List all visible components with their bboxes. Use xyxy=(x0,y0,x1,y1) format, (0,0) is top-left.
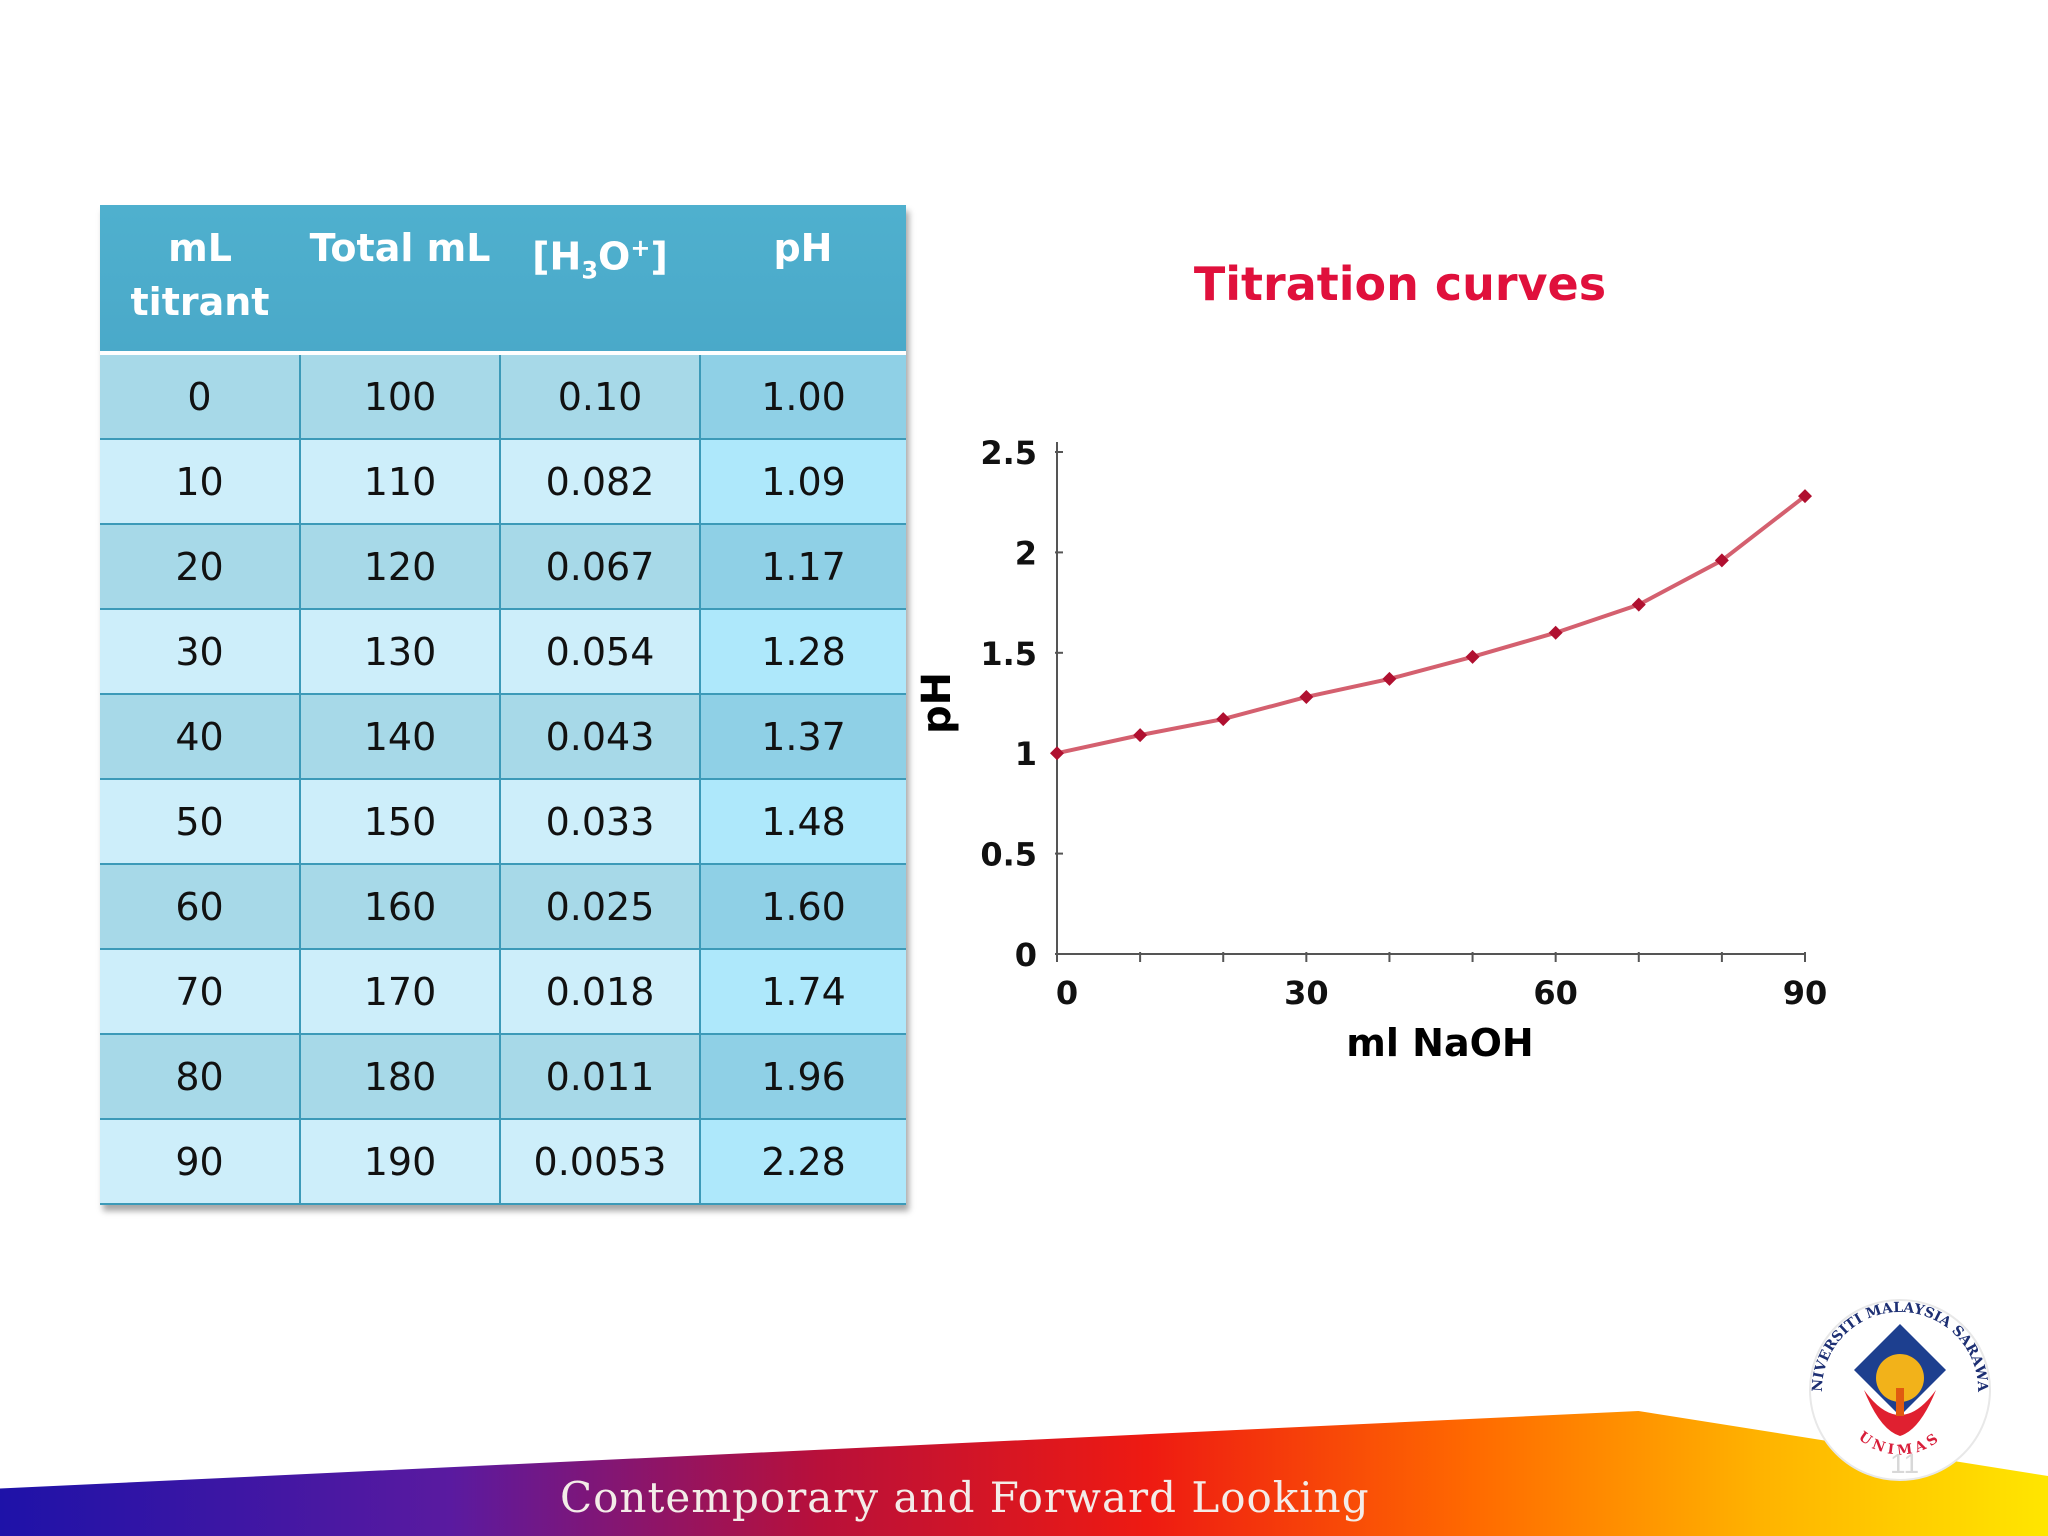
data-point xyxy=(1299,689,1314,704)
header-total-ml: Total mL xyxy=(300,205,500,355)
cell-ph: 1.96 xyxy=(700,1034,906,1120)
cell-total-ml: 120 xyxy=(300,524,501,610)
x-axis-label: ml NaOH xyxy=(1346,1021,1533,1065)
data-point xyxy=(1050,746,1064,761)
x-tick-label: 60 xyxy=(1533,974,1578,1012)
cell-total-ml: 100 xyxy=(300,353,501,440)
header-ph: pH xyxy=(700,205,906,355)
table-row: 20 120 0.067 1.17 xyxy=(100,524,906,610)
cell-h3o-concentration: 0.018 xyxy=(500,949,701,1035)
cell-ph: 1.74 xyxy=(700,949,906,1035)
data-point xyxy=(1798,489,1812,504)
cell-total-ml: 130 xyxy=(300,609,501,695)
cell-ph: 1.37 xyxy=(700,694,906,780)
y-axis-label: pH xyxy=(914,672,960,734)
table-row: 70 170 0.018 1.74 xyxy=(100,949,906,1035)
data-point xyxy=(1465,649,1480,664)
cell-ph: 1.28 xyxy=(700,609,906,695)
cell-ml-titrant: 40 xyxy=(100,694,301,780)
cell-h3o-concentration: 0.043 xyxy=(500,694,701,780)
cell-ml-titrant: 60 xyxy=(100,864,301,950)
y-tick-label: 1.5 xyxy=(980,635,1037,673)
cell-ph: 1.09 xyxy=(700,439,906,525)
plot-area: 0 0.5 1 1.5 2 2.5 0 30 60 90 xyxy=(980,434,1827,1012)
footer-tagline: Contemporary and Forward Looking xyxy=(560,1473,1370,1522)
logo-swoosh xyxy=(1864,1390,1936,1436)
cell-ml-titrant: 90 xyxy=(100,1119,301,1205)
data-point xyxy=(1631,597,1646,612)
cell-ml-titrant: 50 xyxy=(100,779,301,865)
y-tick-label: 0.5 xyxy=(980,836,1037,874)
cell-total-ml: 150 xyxy=(300,779,501,865)
data-point xyxy=(1548,625,1563,640)
table-row: 90 190 0.0053 2.28 xyxy=(100,1119,906,1205)
cell-total-ml: 140 xyxy=(300,694,501,780)
header-ml-titrant: mL titrant xyxy=(100,205,300,355)
cell-ph: 1.00 xyxy=(700,353,906,440)
cell-ml-titrant: 0 xyxy=(100,353,301,440)
table-row: 50 150 0.033 1.48 xyxy=(100,779,906,865)
cell-ph: 1.17 xyxy=(700,524,906,610)
table-row: 30 130 0.054 1.28 xyxy=(100,609,906,695)
table-row: 10 110 0.082 1.09 xyxy=(100,439,906,525)
cell-ml-titrant: 10 xyxy=(100,439,301,525)
cell-h3o-concentration: 0.054 xyxy=(500,609,701,695)
y-tick-label: 2.5 xyxy=(980,434,1037,472)
cell-total-ml: 190 xyxy=(300,1119,501,1205)
cell-h3o-concentration: 0.10 xyxy=(500,353,701,440)
cell-h3o-concentration: 0.025 xyxy=(500,864,701,950)
cell-h3o-concentration: 0.033 xyxy=(500,779,701,865)
data-point xyxy=(1382,671,1397,686)
page-number: 11 xyxy=(1890,1448,1920,1479)
series-line xyxy=(1056,494,1807,756)
header-h3o-concentration: [H3O+] xyxy=(500,205,700,355)
cell-total-ml: 160 xyxy=(300,864,501,950)
cell-h3o-concentration: 0.0053 xyxy=(500,1119,701,1205)
cell-ml-titrant: 30 xyxy=(100,609,301,695)
cell-ml-titrant: 70 xyxy=(100,949,301,1035)
titration-data-table: mL titrant Total mL [H3O+] pH 0 100 0.10 1.… xyxy=(100,205,906,1205)
y-tick-label: 1 xyxy=(1015,735,1037,773)
titration-chart: Titration curves pH ml NaOH 0 0.5 1 1.5 2 2.5… xyxy=(914,257,1827,1065)
cell-total-ml: 180 xyxy=(300,1034,501,1120)
data-point xyxy=(1133,728,1148,743)
data-point xyxy=(1216,712,1231,727)
logo-tree-trunk xyxy=(1896,1388,1904,1416)
table-header-row: mL titrant Total mL [H3O+] pH xyxy=(100,205,906,355)
data-point xyxy=(1714,553,1729,568)
x-tick-label: 0 xyxy=(1056,974,1078,1012)
table-body: 0 100 0.10 1.00 10 110 0.082 1.09 20 120 0.067 1.17… xyxy=(100,353,906,1205)
cell-ph: 2.28 xyxy=(700,1119,906,1205)
cell-ph: 1.60 xyxy=(700,864,906,950)
cell-h3o-concentration: 0.067 xyxy=(500,524,701,610)
cell-ml-titrant: 80 xyxy=(100,1034,301,1120)
y-tick-label: 0 xyxy=(1015,936,1037,974)
cell-h3o-concentration: 0.011 xyxy=(500,1034,701,1120)
chart-title: Titration curves xyxy=(1194,257,1606,311)
cell-total-ml: 170 xyxy=(300,949,501,1035)
cell-total-ml: 110 xyxy=(300,439,501,525)
cell-ml-titrant: 20 xyxy=(100,524,301,610)
university-logo: UNIVERSITI MALAYSIA SARAWAK UNIMAS xyxy=(1800,1290,1991,1481)
cell-h3o-concentration: 0.082 xyxy=(500,439,701,525)
logo-tree-canopy xyxy=(1876,1354,1924,1402)
table-row: 40 140 0.043 1.37 xyxy=(100,694,906,780)
x-tick-label: 90 xyxy=(1783,974,1828,1012)
table-row: 60 160 0.025 1.60 xyxy=(100,864,906,950)
cell-ph: 1.48 xyxy=(700,779,906,865)
table-row: 80 180 0.011 1.96 xyxy=(100,1034,906,1120)
y-tick-label: 2 xyxy=(1015,534,1037,572)
x-tick-label: 30 xyxy=(1284,974,1329,1012)
table-row: 0 100 0.10 1.00 xyxy=(100,353,906,440)
